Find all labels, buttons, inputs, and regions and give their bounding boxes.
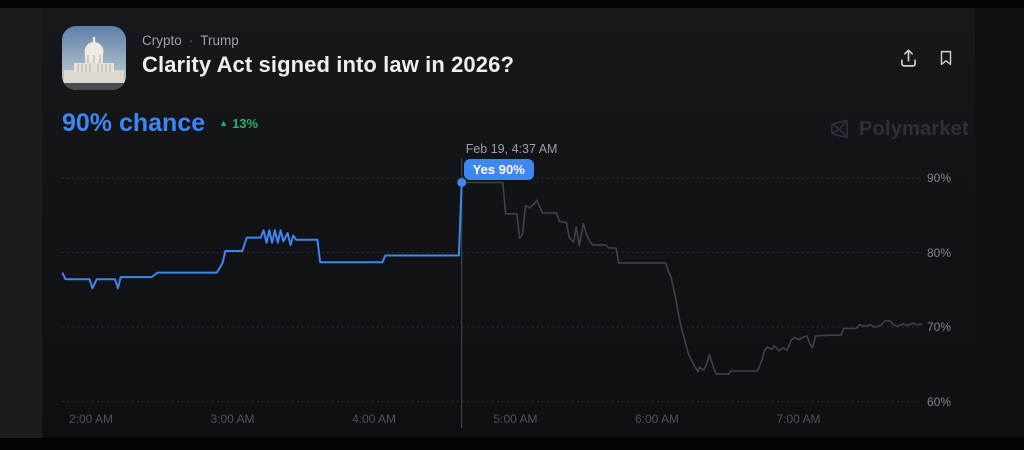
left-gutter: [0, 8, 42, 438]
x-tick-label-3: 3:00 AM: [210, 412, 255, 426]
y-tick-label-70: 70%: [927, 320, 952, 334]
delta-value: 13%: [232, 116, 259, 131]
up-triangle-icon: ▲: [219, 118, 229, 128]
watermark: Polymarket: [828, 117, 969, 141]
share-button[interactable]: [895, 45, 921, 71]
polymarket-logo-icon: [831, 119, 848, 139]
x-tick-label-5: 5:00 AM: [493, 412, 538, 426]
x-tick-label-7: 7:00 AM: [776, 412, 821, 426]
price-delta: ▲ 13%: [219, 116, 258, 131]
breadcrumb-category[interactable]: Crypto: [142, 33, 182, 48]
tooltip-timestamp: Feb 19, 4:37 AM: [465, 142, 558, 156]
price-row: 90% chance ▲ 13%: [62, 109, 258, 138]
series-yes-after-cursor: [460, 181, 923, 375]
bookmark-button[interactable]: [933, 45, 959, 71]
breadcrumb: Crypto · Trump: [142, 33, 239, 48]
share-upload-icon: [900, 49, 916, 67]
capitol-building-image: [62, 26, 126, 90]
breadcrumb-subcategory[interactable]: Trump: [200, 33, 239, 48]
breadcrumb-separator: ·: [188, 33, 194, 48]
x-tick-label-6: 6:00 AM: [634, 412, 680, 426]
x-tick-label-4: 4:00 AM: [351, 412, 397, 426]
right-gutter: [975, 8, 1024, 438]
bottom-letterbox: [0, 438, 1024, 450]
watermark-label: Polymarket: [859, 117, 969, 140]
y-tick-label-90: 90%: [927, 171, 952, 185]
tooltip-value-badge: Yes 90%: [463, 159, 534, 180]
market-avatar: [62, 26, 126, 90]
x-tick-label-2: 2:00 AM: [68, 412, 114, 426]
series-yes-before-cursor: [61, 181, 463, 290]
y-tick-label-80: 80%: [927, 245, 952, 260]
market-card: [42, 8, 975, 438]
top-letterbox: [0, 0, 1024, 8]
chance-value: 90% chance: [62, 109, 206, 137]
market-title: Clarity Act signed into law in 2026?: [142, 52, 514, 77]
y-tick-label-60: 60%: [927, 394, 952, 409]
bookmark-icon: [940, 50, 952, 66]
cursor-dot: [457, 177, 467, 187]
